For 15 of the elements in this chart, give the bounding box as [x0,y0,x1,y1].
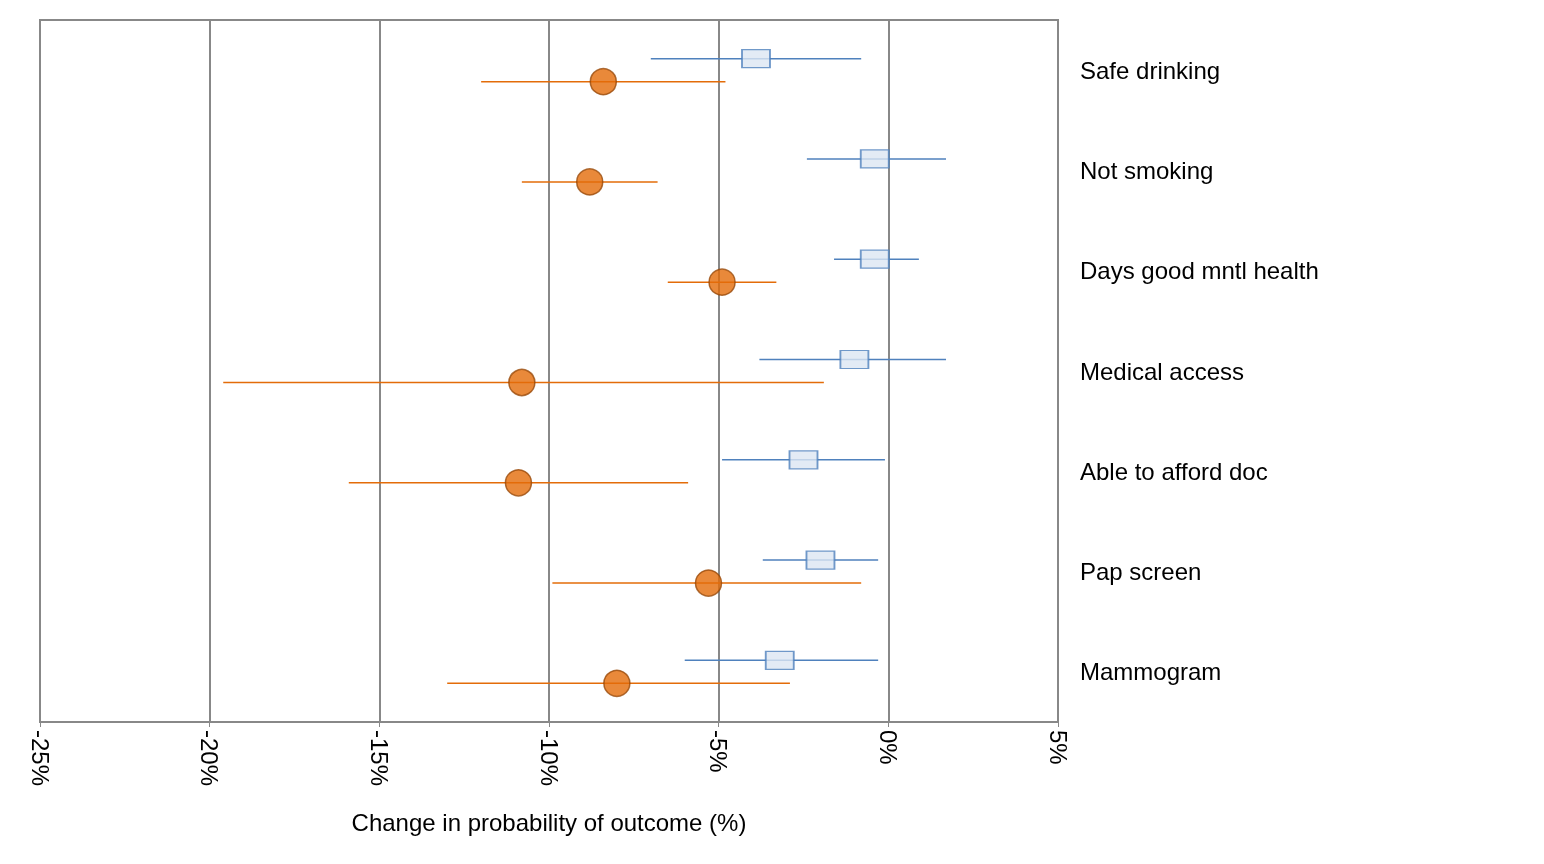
y-tick-label: Mammogram [1080,658,1222,686]
x-tick-label: -20% [196,730,224,787]
y-tick-label: Days good mntl health [1080,257,1319,285]
x-tick-label: 5% [1044,730,1072,765]
y-tick-label: Safe drinking [1080,56,1221,84]
x-tick-label: -15% [365,730,393,787]
y-tick-label: Not smoking [1080,156,1214,184]
x-tick-label: -10% [535,730,563,787]
x-tick-label: -5% [705,730,733,773]
y-tick-label: Medical access [1080,357,1245,385]
x-tick-label: 0% [874,730,902,765]
y-tick-label: Pap screen [1080,558,1202,586]
y-tick-label: Able to afford doc [1080,457,1268,485]
x-axis-title: Change in probability of outcome (%) [351,808,747,836]
x-tick-label: -25% [26,730,54,787]
